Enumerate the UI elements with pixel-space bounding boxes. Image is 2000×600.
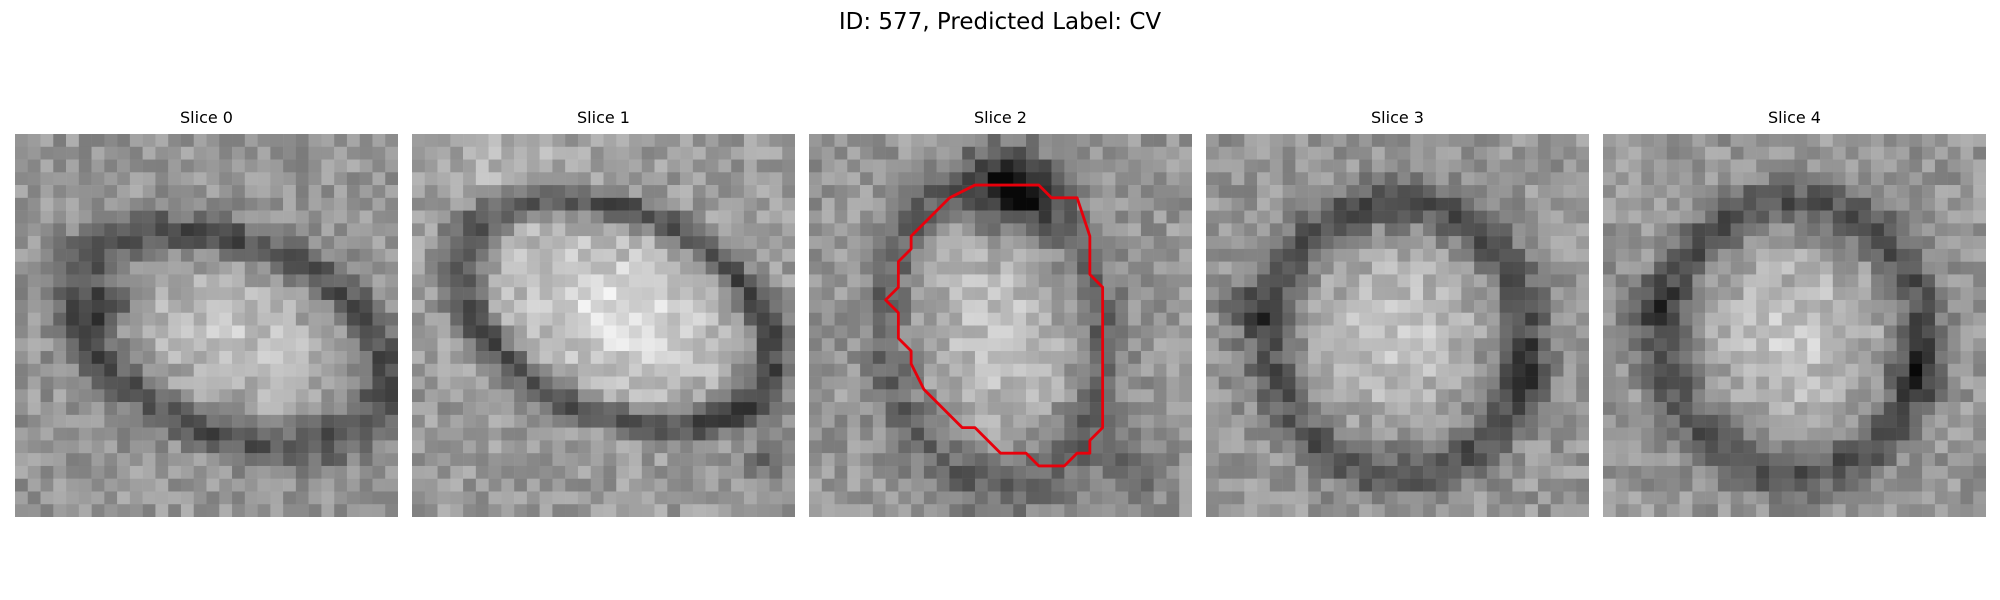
slice-image-2	[809, 134, 1192, 517]
slice-image-1	[412, 134, 795, 517]
slice-title-2: Slice 2	[974, 108, 1027, 127]
slice-panel-2: Slice 2	[809, 108, 1192, 517]
slice-title-4: Slice 4	[1768, 108, 1821, 127]
slice-title-3: Slice 3	[1371, 108, 1424, 127]
slice-image-4	[1603, 134, 1986, 517]
slice-panel-3: Slice 3	[1206, 108, 1589, 517]
slice-title-0: Slice 0	[180, 108, 233, 127]
slice-panel-4: Slice 4	[1603, 108, 1986, 517]
figure-title: ID: 577, Predicted Label: CV	[838, 9, 1162, 35]
slice-panel-0: Slice 0	[15, 108, 398, 517]
segmentation-contour	[884, 183, 1105, 468]
slice-title-1: Slice 1	[577, 108, 630, 127]
slice-image-3	[1206, 134, 1589, 517]
slice-panel-1: Slice 1	[412, 108, 795, 517]
slice-image-0	[15, 134, 398, 517]
